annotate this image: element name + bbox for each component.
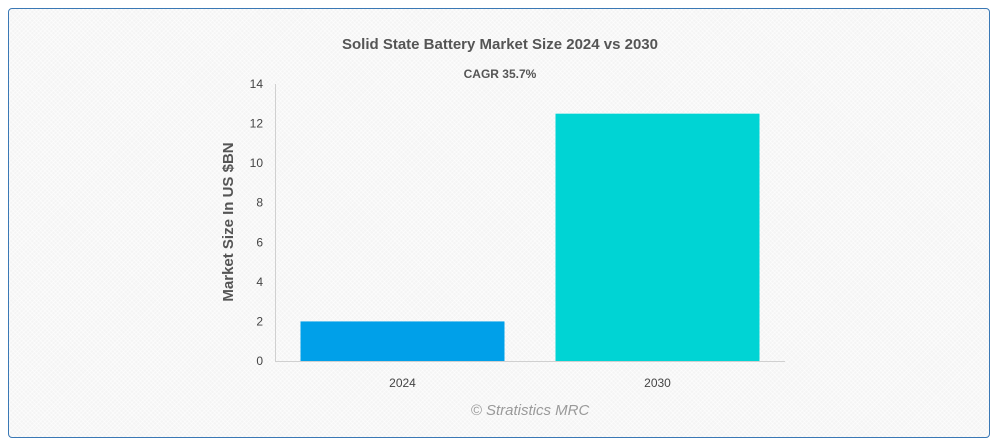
chart-title: Solid State Battery Market Size 2024 vs … [342, 36, 658, 53]
y-axis-label: Market Size In US $BN [220, 142, 237, 301]
bar-2030 [555, 113, 760, 361]
x-tick-label: 2024 [389, 376, 416, 390]
x-axis-ticks: 2024 2030 [389, 376, 671, 390]
y-tick-label: 12 [250, 117, 264, 131]
y-tick-label: 2 [256, 314, 263, 328]
source-credit: © Stratistics MRC [471, 402, 590, 419]
y-tick-label: 4 [256, 275, 263, 289]
chart-frame [8, 8, 990, 438]
y-tick-label: 0 [256, 354, 263, 368]
y-axis-ticks: 0 2 4 6 8 10 12 14 [250, 77, 264, 368]
cagr-annotation: CAGR 35.7% [464, 67, 537, 81]
bars [300, 113, 760, 361]
bar-2024 [300, 321, 505, 361]
y-tick-label: 14 [250, 77, 264, 91]
y-tick-label: 8 [256, 196, 263, 210]
y-tick-label: 6 [256, 235, 263, 249]
y-tick-label: 10 [250, 156, 264, 170]
x-tick-label: 2030 [644, 376, 671, 390]
